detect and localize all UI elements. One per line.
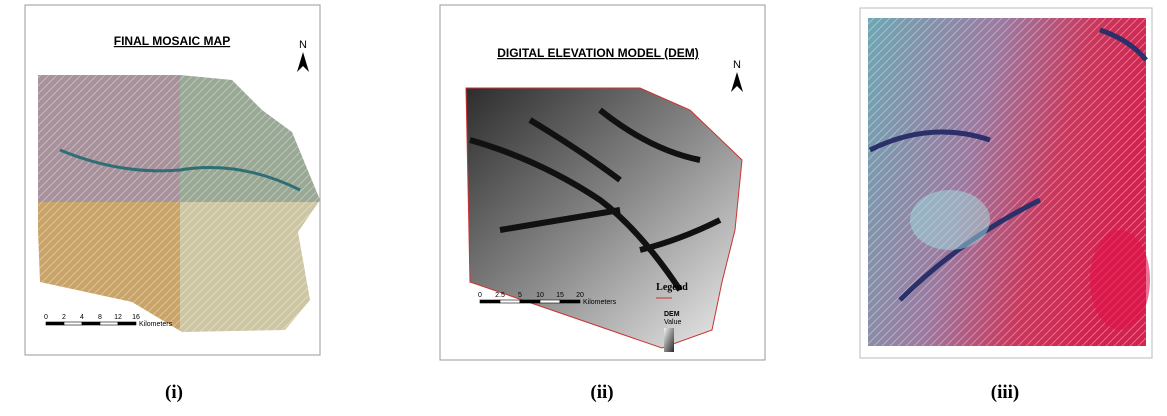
legend-value: Value <box>664 319 681 326</box>
caption: (ii) <box>590 382 613 403</box>
scale-segment <box>64 322 82 325</box>
scale-segment <box>500 300 520 303</box>
scale-label: 5 <box>518 292 522 299</box>
scale-segment <box>118 322 136 325</box>
caption: (i) <box>165 382 183 403</box>
legend-title: Legend <box>656 282 688 293</box>
scale-segment <box>480 300 500 303</box>
scale-label: 2 <box>62 314 66 321</box>
panel-satellite: (iii) <box>860 8 1152 403</box>
scale-label: 20 <box>576 292 584 299</box>
map-title: DIGITAL ELEVATION MODEL (DEM) <box>497 46 699 60</box>
scale-unit: Kilometers <box>583 299 617 306</box>
north-label: N <box>733 59 741 71</box>
caption: (iii) <box>991 382 1020 403</box>
scale-unit: Kilometers <box>139 321 173 328</box>
scale-segment <box>520 300 540 303</box>
scale-label: 16 <box>132 314 140 321</box>
scale-segment <box>540 300 560 303</box>
scale-label: 8 <box>98 314 102 321</box>
scale-segment <box>560 300 580 303</box>
scale-label: 10 <box>536 292 544 299</box>
scale-label: 2.5 <box>495 292 505 299</box>
scale-segment <box>82 322 100 325</box>
figure: FINAL MOSAIC MAP N 02481216Kilometers (i… <box>0 0 1167 416</box>
scale-label: 12 <box>114 314 122 321</box>
scale-segment <box>46 322 64 325</box>
legend-ramp <box>664 328 674 352</box>
scale-label: 4 <box>80 314 84 321</box>
north-label: N <box>299 39 307 51</box>
scale-label: 0 <box>44 314 48 321</box>
map-title: FINAL MOSAIC MAP <box>114 34 230 48</box>
scale-label: 0 <box>478 292 482 299</box>
panel-dem: DIGITAL ELEVATION MODEL (DEM) N Legend D… <box>440 5 765 403</box>
scale-label: 15 <box>556 292 564 299</box>
scale-segment <box>100 322 118 325</box>
legend-layer: DEM <box>664 311 680 318</box>
